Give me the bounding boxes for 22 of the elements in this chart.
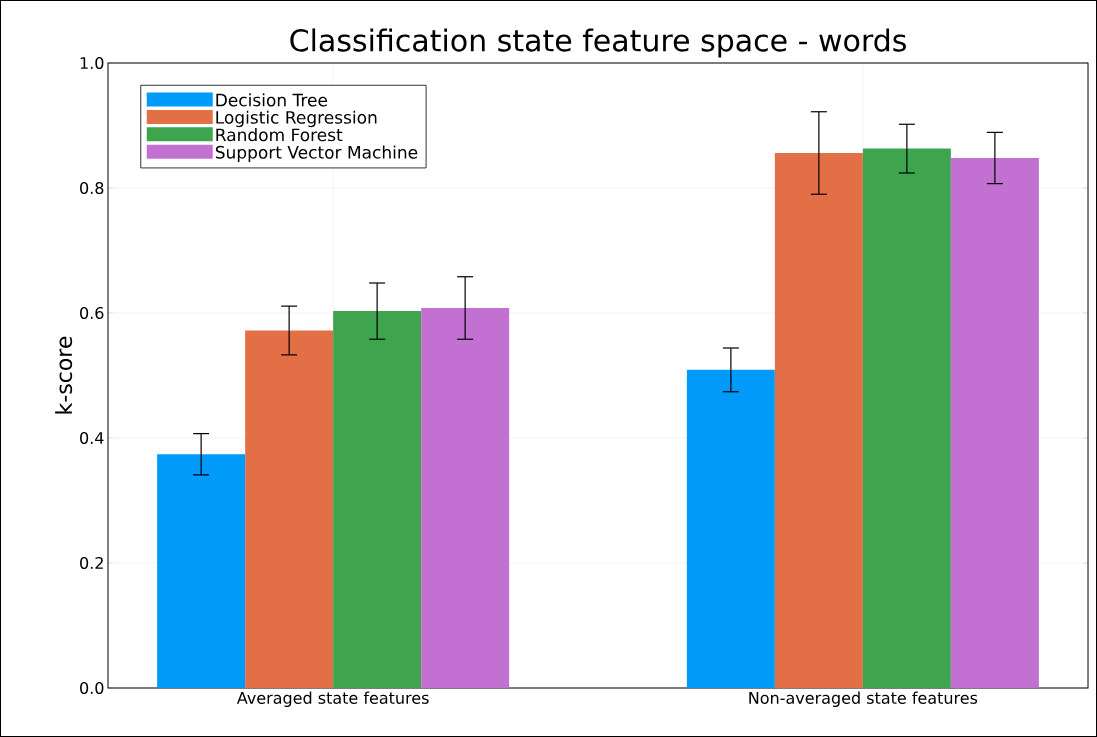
x-tick-label: Averaged state features	[236, 691, 429, 708]
chart-title: Classification state feature space - words	[290, 28, 906, 58]
bar	[245, 330, 334, 688]
legend-label: Random Forest	[216, 128, 343, 142]
bar	[157, 454, 246, 688]
legend-label: Decision Tree	[216, 93, 328, 107]
y-tick-label: 0.4	[80, 431, 104, 445]
legend-label: Support Vector Machine	[215, 145, 418, 162]
legend-label: Logistic Regression	[216, 110, 377, 128]
y-tick-label: 0.0	[80, 681, 104, 695]
x-tick-label: Non-averaged state features	[749, 691, 978, 708]
y-tick-label: 0.6	[80, 306, 104, 320]
bar	[333, 311, 422, 688]
y-tick-label: 1.0	[80, 56, 104, 70]
bar	[950, 158, 1039, 688]
y-tick-label: 0.8	[80, 181, 104, 195]
bar	[774, 153, 863, 688]
bar	[686, 369, 775, 688]
bar	[862, 148, 951, 688]
y-axis-title: k-score	[55, 336, 73, 414]
y-tick-label: 0.2	[80, 556, 103, 570]
bar	[421, 308, 510, 688]
